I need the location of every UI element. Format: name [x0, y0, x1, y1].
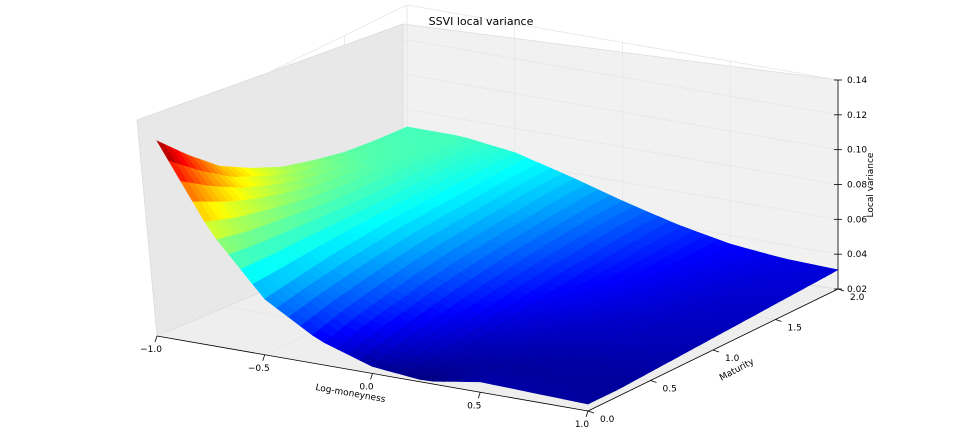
y-tick-mark — [587, 410, 595, 414]
x-tick-label: 1.0 — [575, 420, 590, 430]
x-tick-label: −0.5 — [248, 364, 270, 374]
x-tick-label: 0.0 — [359, 383, 374, 393]
z-tick-label: 0.12 — [847, 111, 867, 121]
z-tick-label: 0.02 — [847, 285, 867, 295]
y-tick-mark — [775, 319, 782, 322]
y-tick-label: 1.5 — [788, 324, 802, 334]
x-tick-label: 0.5 — [467, 401, 481, 411]
z-axis-label: Local variance — [866, 152, 876, 217]
z-tick-label: 0.04 — [847, 250, 867, 260]
z-tick-label: 0.14 — [847, 76, 867, 86]
x-tick-mark — [262, 354, 266, 361]
grid-line-z — [156, 39, 408, 163]
z-tick-label: 0.06 — [847, 215, 867, 225]
y-tick-mark — [650, 380, 657, 383]
y-tick-label: 0.5 — [663, 385, 677, 395]
x-tick-mark — [477, 392, 481, 399]
x-tick-mark — [370, 373, 373, 380]
grid-line-z — [406, 109, 839, 185]
y-tick-mark — [712, 349, 720, 353]
y-tick-label: 2.0 — [850, 293, 865, 303]
x-tick-mark — [585, 410, 589, 418]
grid-line-z — [406, 39, 839, 116]
tick-marks: −1.0 −0.5 0.0 0.5 1.0 0.0 0.5 1.0 1.5 2.00.02 0.04… — [140, 76, 867, 430]
surface-patch — [575, 397, 596, 405]
z-tick-label: 0.10 — [847, 146, 867, 156]
grid-line-z — [406, 4, 839, 81]
y-tick-label: 1.0 — [725, 354, 740, 364]
grid-line-z — [156, 4, 408, 128]
grid-line-z — [406, 74, 839, 151]
y-tick-label: 0.0 — [600, 415, 615, 425]
chart-title: SSVI local variance — [429, 15, 534, 28]
x-tick-mark — [154, 335, 158, 343]
x-axis-label: Log-moneyness — [315, 383, 387, 405]
x-tick-label: −1.0 — [140, 345, 162, 355]
z-tick-label: 0.08 — [847, 181, 867, 191]
surface — [156, 126, 839, 405]
